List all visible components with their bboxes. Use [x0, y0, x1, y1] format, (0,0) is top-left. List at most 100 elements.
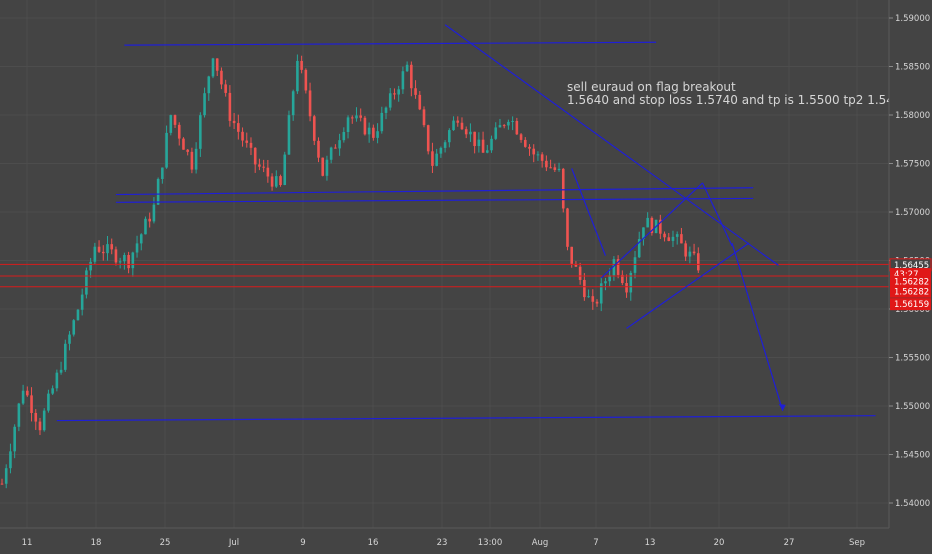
candle: [346, 115, 350, 139]
candle: [688, 246, 692, 264]
candle: [42, 408, 46, 432]
candle: [34, 409, 38, 430]
candle: [262, 159, 265, 173]
candle: [367, 122, 371, 143]
candle: [486, 144, 489, 154]
candle: [64, 339, 67, 372]
candle: [177, 122, 181, 146]
candle: [684, 240, 687, 261]
candle: [587, 289, 590, 298]
candle: [139, 233, 143, 251]
candle: [300, 55, 303, 74]
candle: [308, 82, 312, 122]
horizontal-trendline[interactable]: [115, 197, 754, 203]
candle: [76, 308, 80, 321]
candle: [237, 114, 240, 140]
candle: [384, 106, 388, 120]
candle: [599, 277, 603, 312]
candle: [511, 116, 514, 131]
candle: [47, 389, 50, 413]
price-tick-label: 1.54500: [895, 451, 930, 461]
candle: [540, 152, 544, 168]
price-tick-label: 1.55000: [895, 402, 930, 412]
candle: [199, 112, 202, 157]
candle: [106, 236, 109, 261]
candle: [376, 123, 379, 144]
candle: [186, 148, 189, 156]
candle: [608, 268, 611, 287]
time-tick-label: 13: [645, 538, 656, 548]
time-tick-label: 11: [22, 538, 33, 548]
horizontal-trendline[interactable]: [56, 415, 876, 422]
candle: [182, 137, 185, 150]
price-tick-label: 1.55500: [895, 354, 930, 364]
trendline[interactable]: [701, 182, 733, 247]
candle: [604, 277, 607, 291]
candle: [68, 331, 71, 351]
time-tick-label: 9: [300, 538, 305, 548]
candle: [675, 231, 679, 245]
candle: [350, 115, 354, 124]
candle: [545, 155, 548, 172]
candle: [426, 124, 430, 155]
time-axis[interactable]: 11 18 25 Jul 9 16 23 13:00 Aug 7 13 20 27 Sep: [0, 527, 932, 550]
candle: [414, 80, 417, 99]
candle: [557, 162, 561, 172]
svg-text:1.56159: 1.56159: [894, 300, 929, 310]
candle: [435, 148, 438, 167]
candle: [650, 216, 654, 236]
time-tick-label: Jul: [228, 538, 239, 548]
candle: [671, 230, 675, 248]
time-tick-label: 16: [368, 538, 379, 548]
candle: [625, 274, 628, 298]
candle: [490, 135, 493, 153]
horizontal-trendline[interactable]: [124, 41, 657, 46]
candle: [578, 262, 582, 285]
candle: [207, 75, 211, 101]
annotation-line-2: 1.5640 and stop loss 1.5740 and tp is 1.…: [567, 93, 909, 107]
annotation-line-1: sell euraud on flag breakout: [567, 80, 736, 94]
candle: [258, 158, 261, 171]
candle: [519, 133, 523, 143]
candle: [637, 231, 641, 259]
trendline[interactable]: [571, 168, 607, 256]
candle: [101, 245, 105, 261]
candle: [127, 251, 130, 274]
candle: [659, 214, 662, 240]
candle: [203, 87, 206, 118]
candle: [469, 123, 472, 142]
target-arrow[interactable]: [731, 242, 784, 412]
candle: [372, 124, 375, 141]
candle: [0, 478, 4, 485]
candle: [460, 117, 464, 131]
time-tick-label: 27: [784, 538, 795, 548]
time-tick-label: 18: [91, 538, 102, 548]
candle: [422, 106, 426, 128]
candle: [515, 117, 519, 136]
candle: [646, 212, 649, 228]
horizontal-trendline[interactable]: [115, 187, 754, 196]
candle: [321, 157, 325, 177]
candle: [287, 110, 291, 155]
price-axis[interactable]: 1.590001.585001.580001.575001.570001.565…: [888, 0, 932, 550]
price-badge: 1.56159: [890, 298, 931, 311]
candle: [89, 257, 92, 278]
candle: [680, 227, 683, 244]
candle: [448, 128, 451, 148]
candle: [393, 88, 396, 100]
candle: [123, 252, 126, 270]
arrow-head: [778, 403, 786, 411]
candle: [528, 144, 531, 156]
candle: [190, 147, 194, 174]
candle: [473, 131, 476, 154]
price-badge: 1.56282: [890, 275, 931, 288]
candle: [114, 246, 118, 266]
candle: [667, 232, 671, 242]
trendline[interactable]: [626, 242, 750, 329]
price-tick-label: 1.57000: [895, 208, 930, 218]
trendline[interactable]: [600, 182, 703, 279]
candle: [30, 387, 33, 422]
candle: [232, 112, 236, 130]
